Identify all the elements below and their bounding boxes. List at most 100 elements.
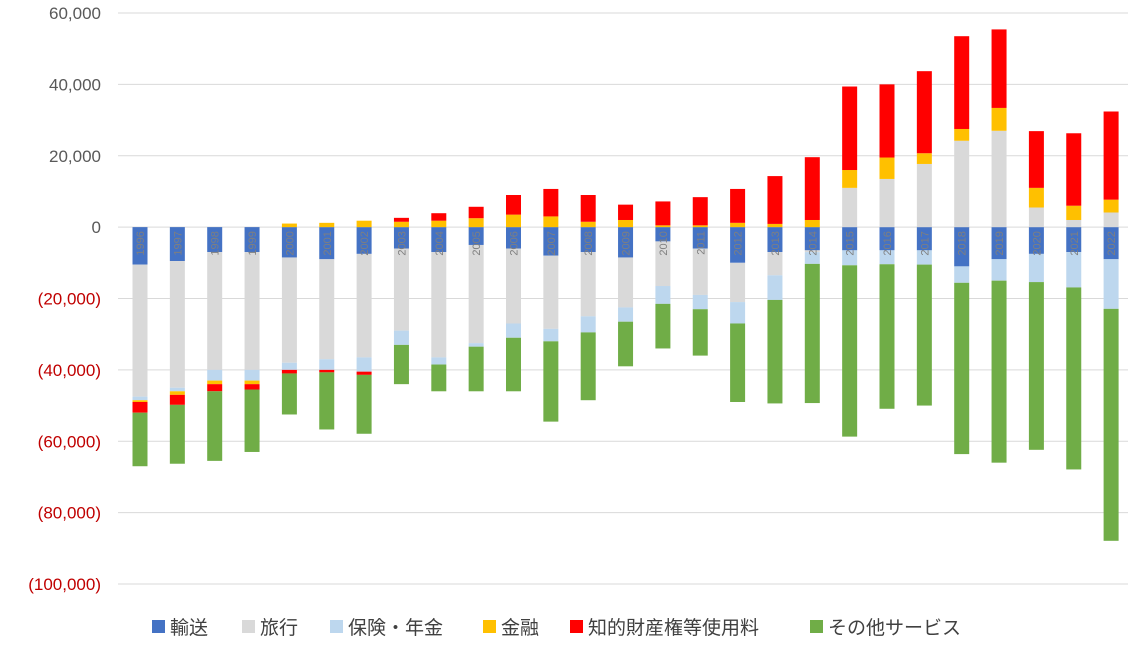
bar-segment xyxy=(431,213,447,221)
bar-segment xyxy=(580,227,596,253)
x-tick-label: 2005 xyxy=(471,231,483,255)
bar-segment xyxy=(730,302,746,324)
x-tick-label: 2006 xyxy=(509,231,521,255)
bar-segment xyxy=(1066,227,1082,253)
bar-segment xyxy=(1066,252,1082,288)
bar-segment xyxy=(132,227,148,265)
bar-segment xyxy=(169,391,185,395)
bar-segment xyxy=(916,153,932,164)
bar-segment xyxy=(692,227,708,249)
x-tick-label: 1998 xyxy=(210,231,222,255)
bar-segment xyxy=(207,380,223,385)
x-tick-label: 2014 xyxy=(807,231,819,255)
bar-segment xyxy=(132,264,148,397)
x-tick-label: 2002 xyxy=(359,231,371,255)
bar-segment xyxy=(132,412,148,467)
x-tick-label: 2019 xyxy=(994,231,1006,255)
bar-segment xyxy=(244,369,260,381)
y-tick-label: 0 xyxy=(92,218,101,237)
bar-segment xyxy=(804,263,820,404)
bar-segment xyxy=(692,197,708,226)
bar-segment xyxy=(468,218,484,228)
bar-segment xyxy=(692,248,708,295)
legend-swatch xyxy=(483,620,496,633)
bar-segment xyxy=(618,307,634,322)
bar-segment xyxy=(1103,308,1119,541)
x-tick-label: 2012 xyxy=(733,231,745,255)
bar-segment xyxy=(916,71,932,154)
bar-segment xyxy=(692,294,708,310)
bar-segment xyxy=(767,176,783,224)
bar-segment xyxy=(730,323,746,402)
bar-segment xyxy=(842,250,858,266)
x-tick-label: 2020 xyxy=(1031,231,1043,255)
bar-segment xyxy=(580,252,596,317)
bar-segment xyxy=(319,259,335,360)
bar-segment xyxy=(954,266,970,283)
bar-segment xyxy=(804,227,820,251)
bar-segment xyxy=(207,252,223,370)
legend-swatch xyxy=(152,620,165,633)
x-tick-label: 1999 xyxy=(247,231,259,255)
bar-segment xyxy=(1066,219,1082,228)
bar-segment xyxy=(767,223,783,228)
bar-segment xyxy=(431,364,447,392)
bar-segment xyxy=(506,248,521,324)
bar-segment xyxy=(655,286,671,304)
bars xyxy=(132,29,1119,541)
bar-segment xyxy=(244,389,260,452)
bar-segment xyxy=(468,343,484,347)
bar-segment xyxy=(1028,253,1044,283)
legend-swatch xyxy=(810,620,823,633)
bar-segment xyxy=(393,248,409,331)
bar-segment xyxy=(991,259,1007,281)
bar-segment xyxy=(879,157,895,179)
legend-label: 輸送 xyxy=(170,617,208,639)
bar-segment xyxy=(543,328,559,342)
bar-segment xyxy=(207,391,223,461)
bar-segment xyxy=(991,280,1007,463)
bar-segment xyxy=(916,250,932,265)
bar-segment xyxy=(730,262,746,303)
bar-segment xyxy=(879,84,895,158)
y-tick-label: 20,000 xyxy=(49,147,101,166)
bar-segment xyxy=(730,188,746,223)
bar-segment xyxy=(879,227,895,251)
bar-segment xyxy=(1103,199,1119,213)
bar-segment xyxy=(842,86,858,171)
x-tick-label: 2000 xyxy=(284,231,296,255)
bar-segment xyxy=(618,257,634,308)
bar-segment xyxy=(1103,212,1119,228)
bar-segment xyxy=(207,384,223,392)
bar-segment xyxy=(655,303,671,349)
x-tick-label: 2016 xyxy=(882,231,894,255)
x-tick-label: 2017 xyxy=(919,231,931,255)
bar-segment xyxy=(207,369,223,381)
bar-segment xyxy=(954,282,970,455)
x-tick-label: 1997 xyxy=(172,231,184,255)
bar-segment xyxy=(730,227,746,263)
bar-segment xyxy=(618,219,634,228)
x-tick-label: 2022 xyxy=(1106,231,1118,255)
bar-segment xyxy=(543,255,559,329)
x-tick-label: 2008 xyxy=(583,231,595,255)
bar-segment xyxy=(1028,131,1044,188)
x-tick-label: 2009 xyxy=(621,231,633,255)
bar-segment xyxy=(132,401,148,413)
bar-segment xyxy=(1028,187,1044,208)
bar-segment xyxy=(842,227,858,251)
bar-segment xyxy=(506,195,521,215)
bar-segment xyxy=(393,330,409,345)
bar-segment xyxy=(431,252,447,358)
bar-segment xyxy=(580,332,596,401)
bar-segment xyxy=(767,227,783,253)
legend-swatch xyxy=(242,620,255,633)
bar-segment xyxy=(1028,227,1044,254)
y-tick-label: 40,000 xyxy=(49,75,101,94)
bar-segment xyxy=(319,372,335,430)
bar-segment xyxy=(804,252,820,264)
bar-segment xyxy=(618,227,634,258)
bar-segment xyxy=(169,261,185,388)
legend-label: 金融 xyxy=(501,617,539,639)
